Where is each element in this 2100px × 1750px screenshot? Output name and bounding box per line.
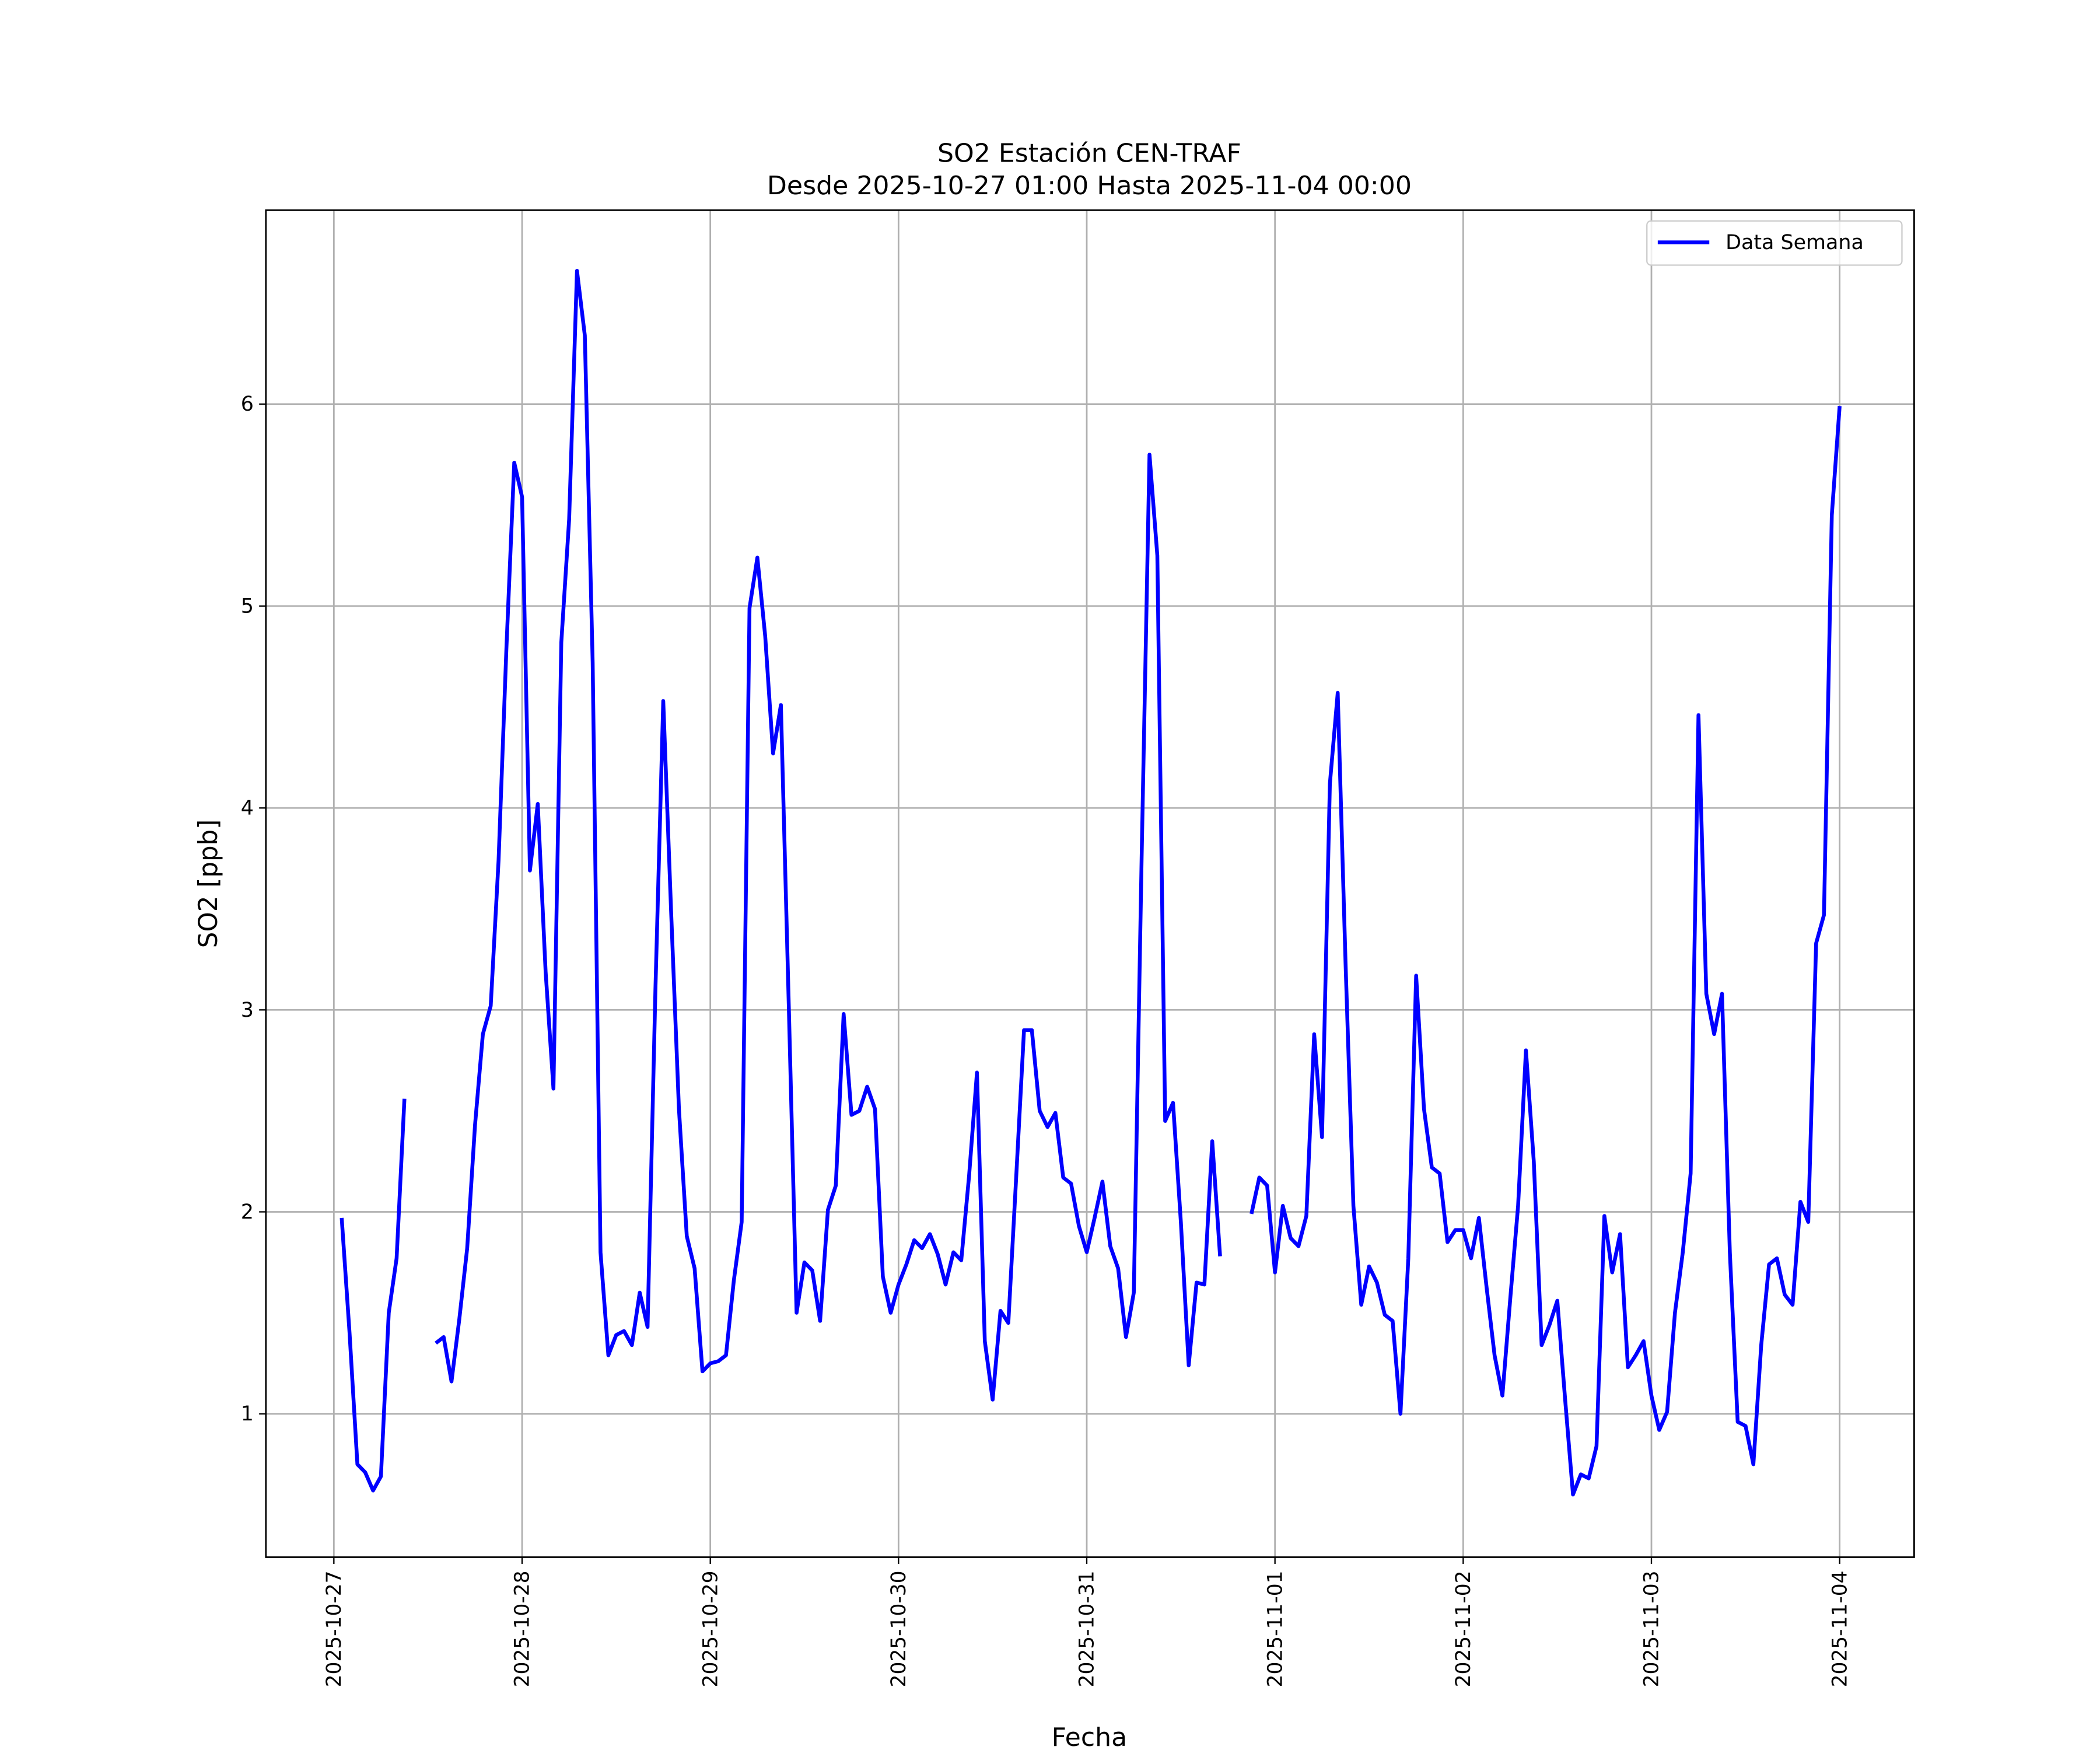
x-axis-label: Fecha	[1052, 1723, 1127, 1750]
data-line	[340, 269, 1842, 1497]
plot-frame	[265, 209, 1915, 1558]
x-tick-label: 2025-11-01	[1264, 1570, 1287, 1687]
legend-label: Data Semana	[1726, 231, 1864, 254]
x-tick-label: 2025-10-29	[699, 1570, 722, 1687]
legend-box	[1646, 220, 1903, 266]
x-tick-label: 2025-10-28	[510, 1570, 534, 1687]
chart-subtitle: Desde 2025-10-27 01:00 Hasta 2025-11-04 …	[767, 171, 1412, 201]
y-tick-label: 5	[241, 595, 254, 618]
y-tick-label: 6	[241, 393, 254, 416]
y-tick-label: 3	[241, 999, 254, 1022]
x-tick-label: 2025-10-30	[887, 1570, 911, 1687]
x-tick-label: 2025-11-03	[1640, 1570, 1663, 1687]
y-tick-label: 2	[241, 1200, 254, 1224]
x-tick-label: 2025-10-27	[323, 1570, 346, 1687]
y-tick-label: 1	[241, 1402, 254, 1426]
x-tick-label: 2025-11-04	[1828, 1570, 1852, 1687]
y-tick-label: 4	[241, 797, 254, 820]
x-tick-label: 2025-11-02	[1452, 1570, 1475, 1687]
y-axis-label: SO2 [ppb]	[194, 820, 223, 949]
chart-title: SO2 Estación CEN-TRAF	[937, 139, 1241, 169]
x-tick-label: 2025-10-31	[1075, 1570, 1098, 1687]
